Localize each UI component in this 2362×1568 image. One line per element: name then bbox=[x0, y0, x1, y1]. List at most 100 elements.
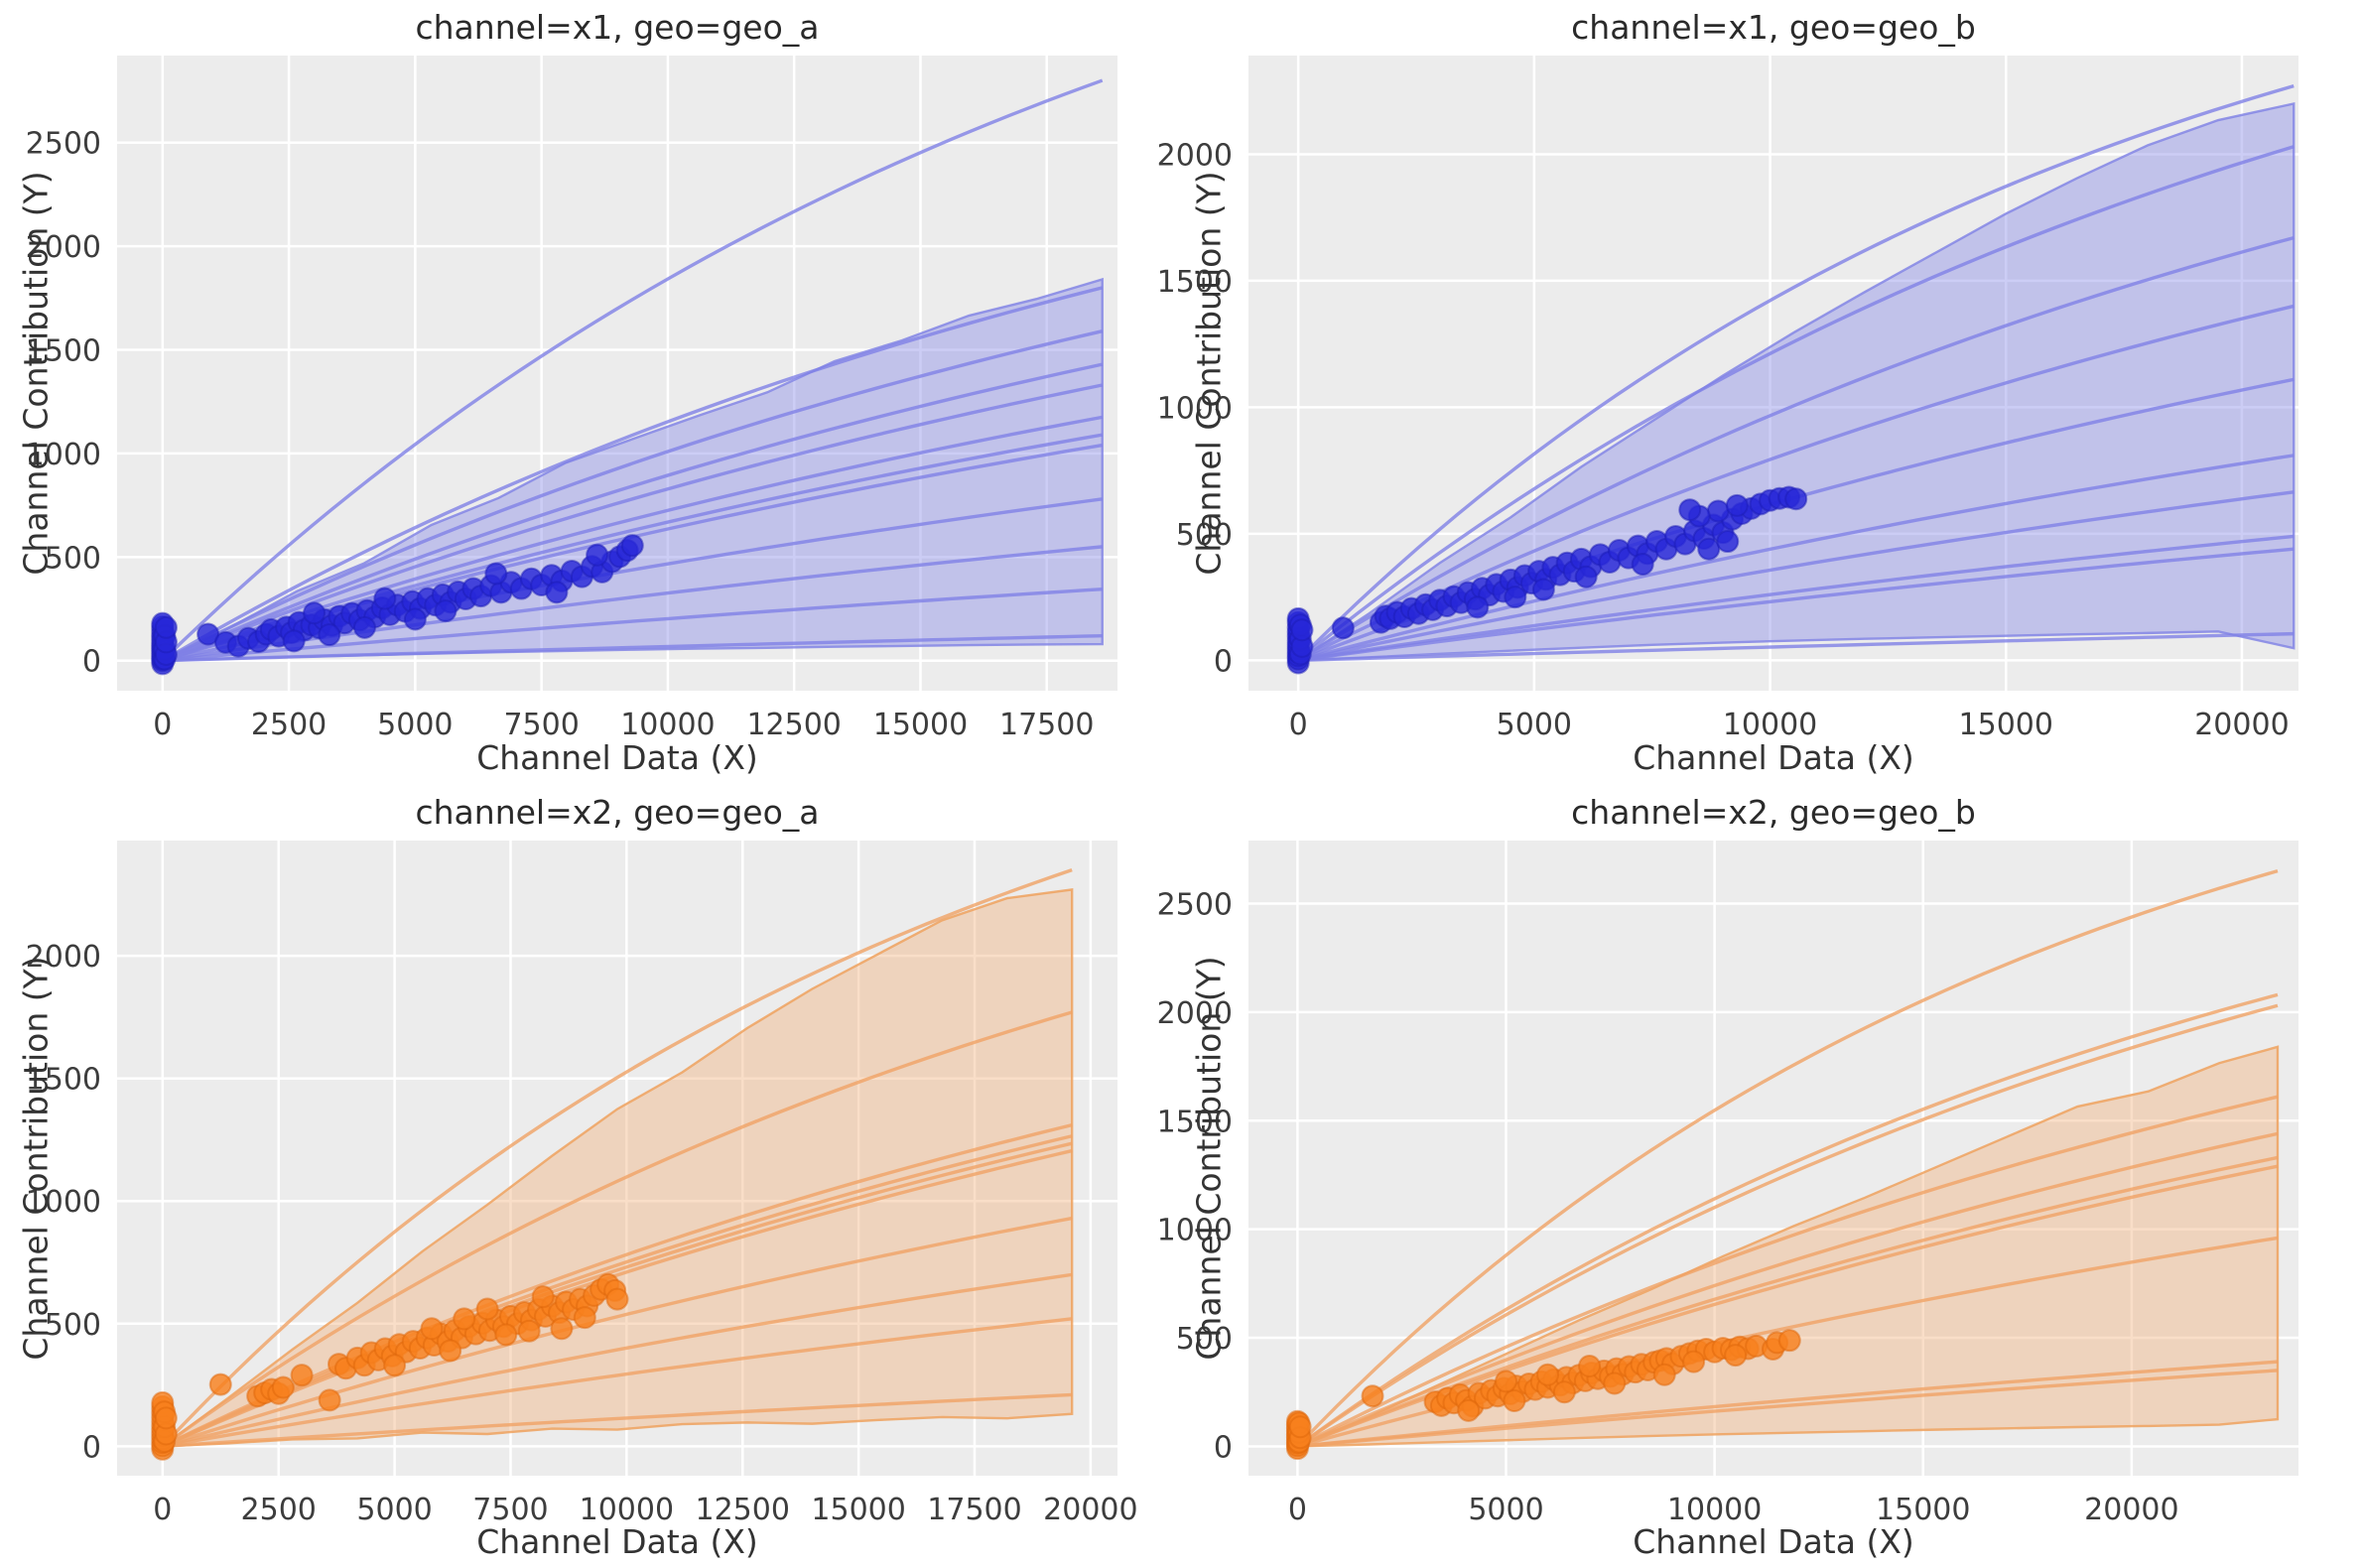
x-tick-label: 17500 bbox=[927, 1493, 1021, 1527]
subplot-0: 0 2500 5000 7500 10000 12500 15000 17500 0 500 100… bbox=[26, 56, 1117, 742]
y-tick-label: 500 bbox=[1176, 518, 1233, 553]
subplot-title-x2-geo-a: channel=x2, geo=geo_a bbox=[415, 793, 820, 832]
tick-labels: 0 5000 10000 15000 20000 0 500 1000 1500 2000 bbox=[1157, 138, 2290, 742]
subplot-title-x2-geo-b: channel=x2, geo=geo_b bbox=[1571, 793, 1976, 832]
data-point bbox=[1457, 1398, 1481, 1422]
x-tick-label: 15000 bbox=[873, 708, 968, 742]
data-point bbox=[154, 1406, 178, 1430]
sample-curve bbox=[1296, 1095, 2279, 1448]
data-point bbox=[1716, 530, 1740, 554]
x-tick-label: 10000 bbox=[580, 1493, 674, 1527]
data-point bbox=[1725, 493, 1749, 517]
data-point bbox=[1288, 1415, 1312, 1439]
data-point bbox=[290, 1364, 314, 1387]
y-axis-label: Channel Contribution (Y) bbox=[16, 171, 56, 576]
sample-curve bbox=[161, 1010, 1073, 1448]
data-point bbox=[271, 1375, 295, 1399]
gridlines bbox=[1248, 56, 2298, 691]
x-tick-label: 0 bbox=[153, 708, 172, 742]
sample-curves bbox=[161, 868, 1073, 1449]
sample-curve bbox=[162, 1122, 1073, 1448]
x-tick-label: 12500 bbox=[746, 708, 841, 742]
sample-curve bbox=[1297, 534, 2295, 663]
panel-area bbox=[117, 841, 1117, 1476]
x-tick-label: 12500 bbox=[696, 1493, 790, 1527]
x-tick-label: 2500 bbox=[251, 708, 327, 742]
sample-curve bbox=[1296, 83, 2295, 662]
sample-curves bbox=[1296, 83, 2295, 663]
data-point bbox=[1503, 1389, 1526, 1413]
data-point bbox=[605, 1287, 629, 1311]
sample-curve bbox=[162, 383, 1104, 663]
data-point bbox=[1724, 1344, 1748, 1368]
data-point bbox=[373, 587, 397, 610]
x-tick-label: 15000 bbox=[811, 1493, 905, 1527]
x-tick-label: 15000 bbox=[1959, 708, 2053, 742]
data-point bbox=[517, 1319, 541, 1343]
y-tick-label: 1000 bbox=[26, 1185, 101, 1220]
data-point bbox=[453, 1307, 476, 1331]
y-tick-label: 1000 bbox=[1157, 1214, 1233, 1248]
scatter-points bbox=[151, 1272, 629, 1461]
data-point bbox=[1603, 1372, 1627, 1395]
sample-curve bbox=[162, 1216, 1073, 1448]
y-tick-label: 2000 bbox=[1157, 138, 1233, 173]
x-tick-label: 10000 bbox=[1723, 708, 1817, 742]
sample-curve bbox=[1297, 547, 2295, 663]
data-point bbox=[1631, 553, 1654, 577]
data-point bbox=[1466, 595, 1490, 619]
data-point bbox=[550, 1317, 574, 1341]
sample-curve bbox=[162, 587, 1103, 663]
data-point bbox=[383, 1354, 407, 1377]
x-tick-label: 5000 bbox=[1497, 708, 1572, 742]
y-axis-label: Channel Contribution (Y) bbox=[1189, 956, 1229, 1361]
y-tick-label: 2500 bbox=[1157, 887, 1233, 922]
scatter-points bbox=[1286, 485, 1808, 675]
data-point bbox=[1504, 586, 1527, 609]
sample-curve bbox=[161, 286, 1104, 663]
data-point bbox=[1536, 1363, 1560, 1386]
sample-curve bbox=[162, 1272, 1073, 1449]
data-point bbox=[1706, 499, 1730, 523]
subplot-1: 0 5000 10000 15000 20000 0 500 1000 1500 2000 bbox=[1157, 56, 2298, 742]
x-tick-label: 0 bbox=[1289, 708, 1308, 742]
subplot-title-x1-geo-a: channel=x1, geo=geo_a bbox=[415, 8, 820, 47]
x-axis-label: Channel Data (X) bbox=[1633, 738, 1914, 777]
y-axis-label: Channel Contribution (Y) bbox=[1189, 171, 1229, 576]
y-tick-label: 1000 bbox=[26, 438, 101, 472]
data-point bbox=[403, 607, 427, 631]
data-point bbox=[1495, 1370, 1518, 1393]
data-point bbox=[1331, 616, 1355, 640]
y-tick-label: 500 bbox=[1176, 1322, 1233, 1357]
data-point bbox=[531, 1285, 555, 1309]
data-point bbox=[420, 1317, 444, 1341]
x-tick-label: 7500 bbox=[472, 1493, 548, 1527]
data-point bbox=[318, 1388, 341, 1412]
y-tick-label: 1500 bbox=[26, 334, 101, 369]
data-point bbox=[1777, 1329, 1801, 1353]
data-point bbox=[439, 1339, 462, 1363]
subplot-2: 0 2500 5000 7500 10000 12500 15000 17500 20000 0 5… bbox=[26, 841, 1138, 1527]
sample-curve bbox=[1297, 1360, 2279, 1449]
y-tick-label: 2000 bbox=[26, 230, 101, 265]
tick-labels: 0 2500 5000 7500 10000 12500 15000 17500 0 500 100… bbox=[26, 127, 1095, 742]
sample-curve bbox=[161, 868, 1073, 1448]
y-tick-label: 2500 bbox=[26, 127, 101, 162]
sample-curve bbox=[162, 1148, 1073, 1448]
x-tick-label: 5000 bbox=[356, 1493, 432, 1527]
data-point bbox=[1578, 1355, 1602, 1378]
x-tick-label: 20000 bbox=[2194, 708, 2289, 742]
y-tick-label: 2000 bbox=[26, 940, 101, 975]
panel-area bbox=[1248, 841, 2298, 1476]
data-point bbox=[1784, 487, 1808, 511]
x-tick-label: 10000 bbox=[1667, 1493, 1762, 1527]
data-point bbox=[620, 534, 644, 558]
x-axis-label: Channel Data (X) bbox=[476, 1522, 758, 1561]
data-point bbox=[1682, 1350, 1706, 1373]
y-tick-label: 0 bbox=[82, 1430, 101, 1465]
y-tick-label: 1500 bbox=[1157, 265, 1233, 300]
data-point bbox=[1290, 618, 1314, 642]
uncertainty-band bbox=[1293, 101, 2296, 662]
x-tick-label: 20000 bbox=[1043, 1493, 1137, 1527]
x-axis-label: Channel Data (X) bbox=[476, 738, 758, 777]
